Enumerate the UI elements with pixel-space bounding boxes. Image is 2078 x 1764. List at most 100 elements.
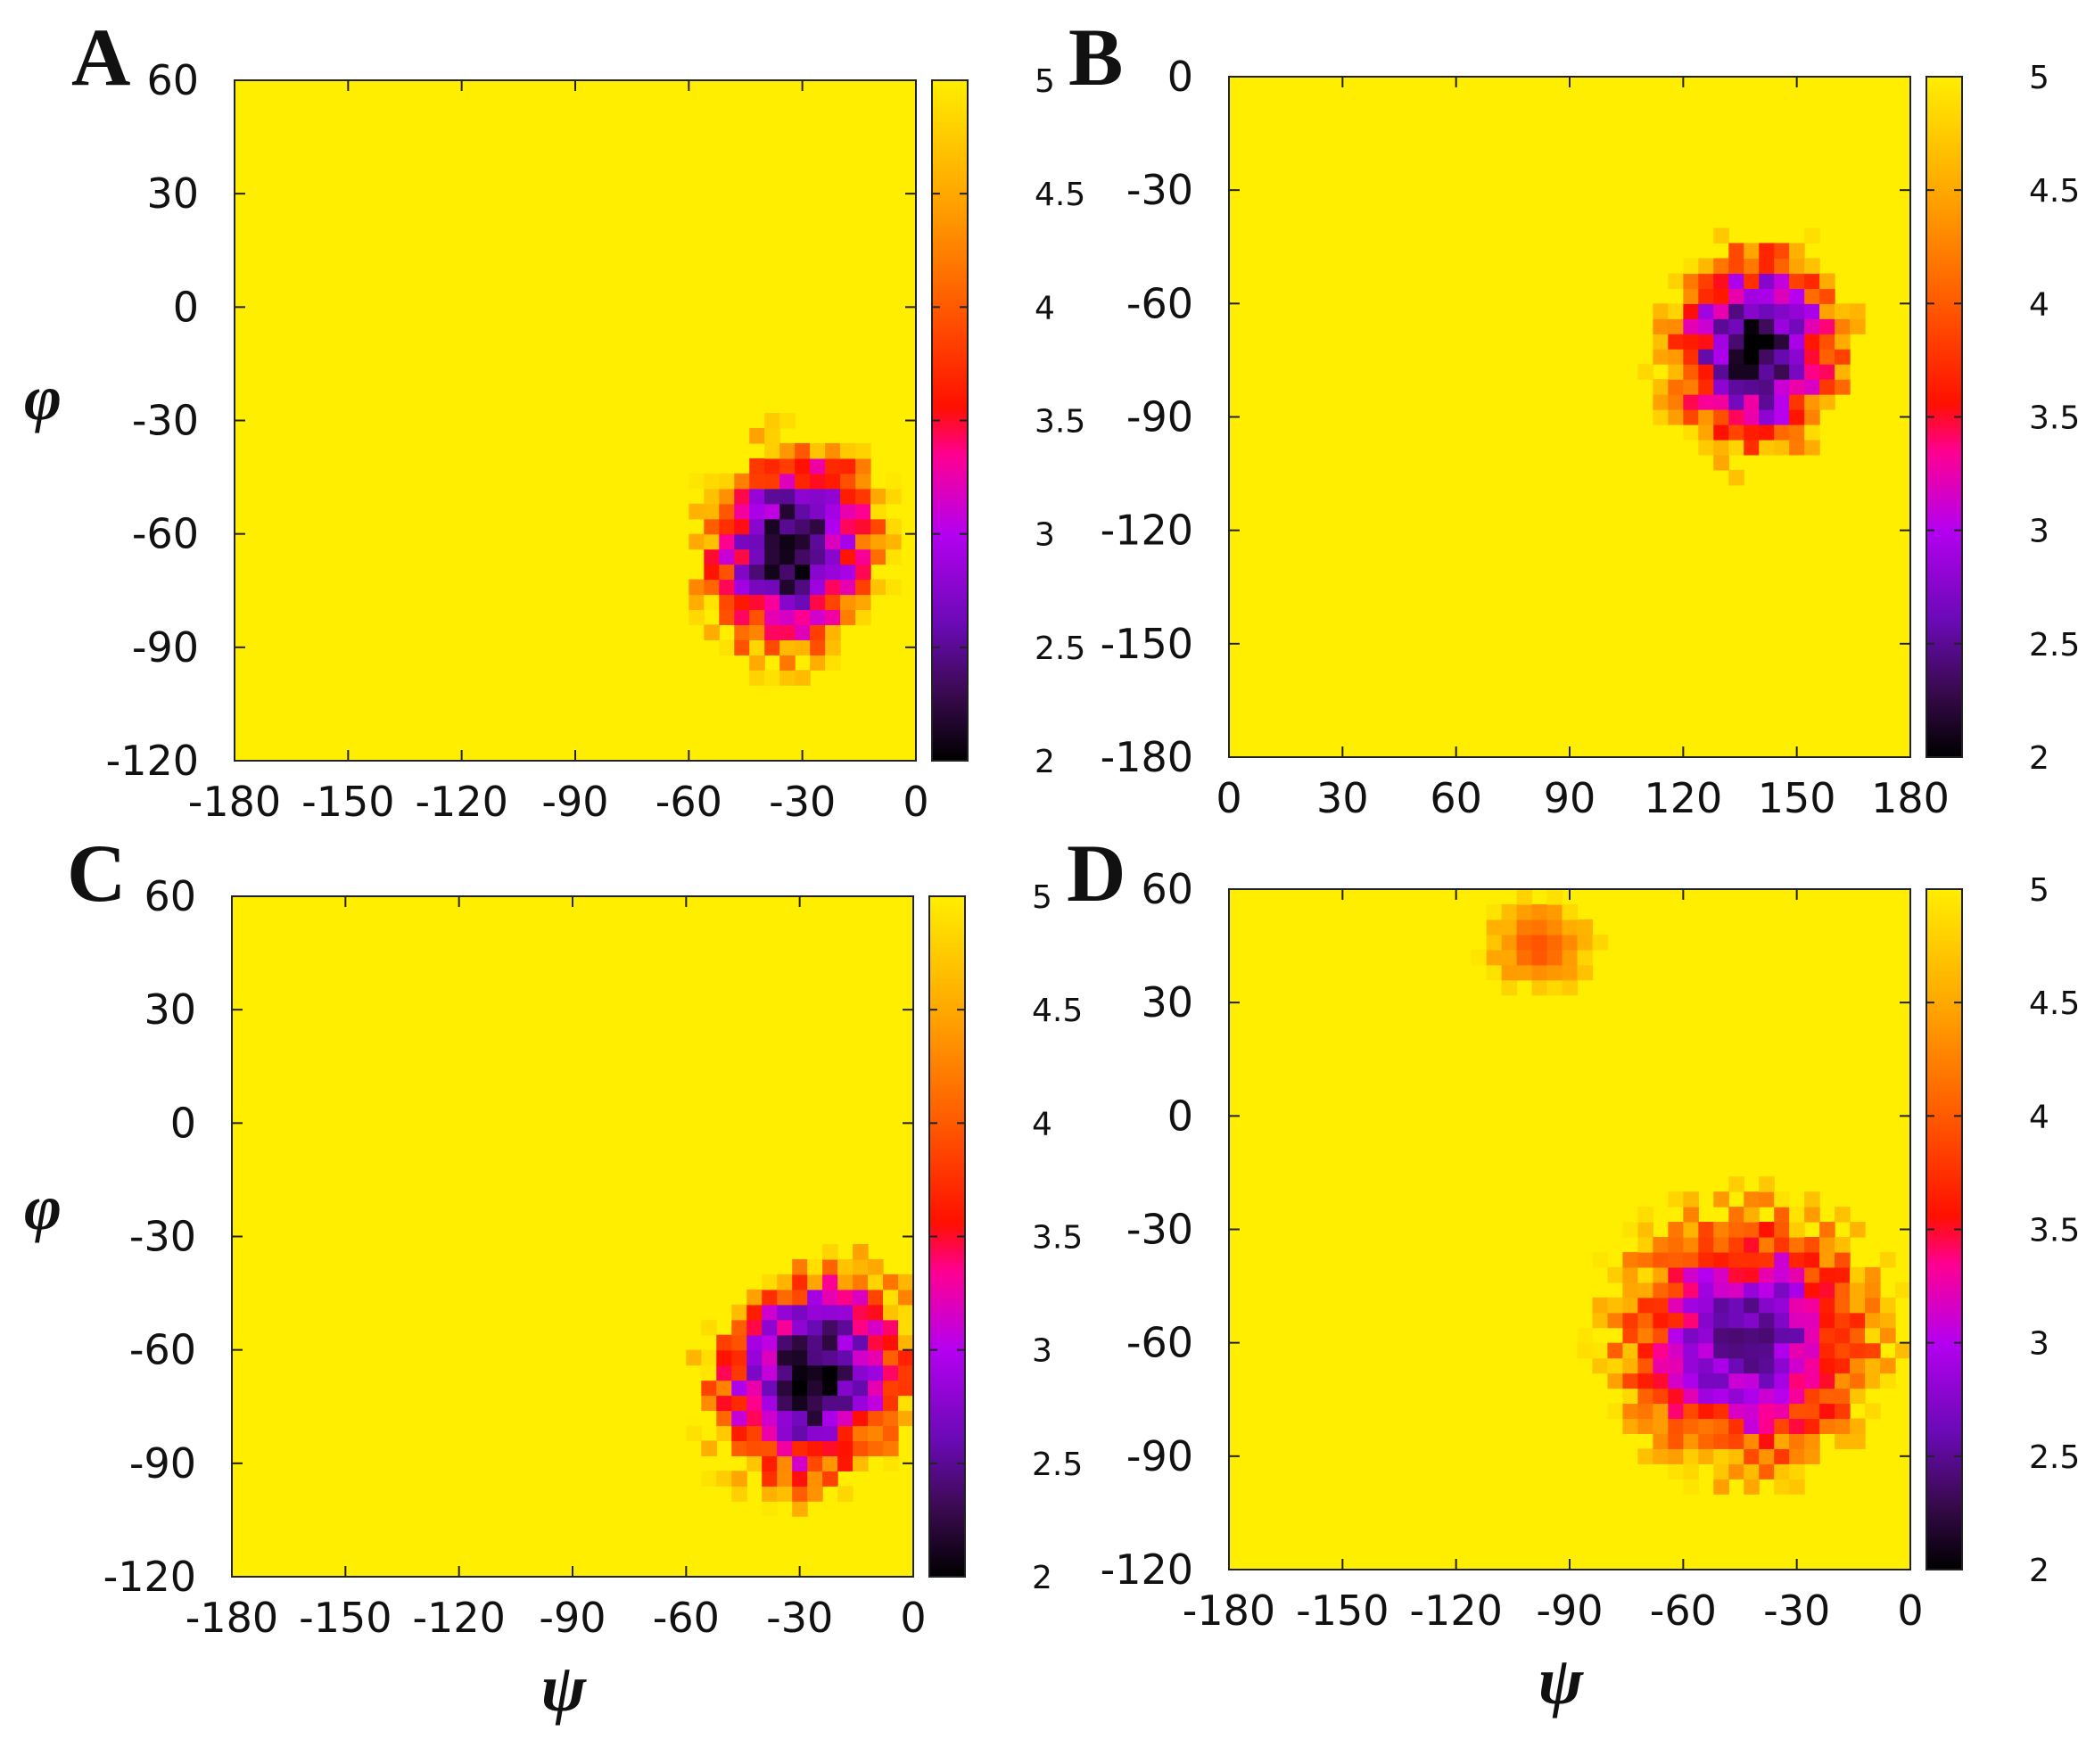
heatmap-cell	[1698, 379, 1714, 395]
heatmap-cell	[1683, 318, 1699, 334]
heatmap-cell	[807, 1304, 823, 1321]
heatmap-cell	[1713, 1372, 1729, 1389]
heatmap-cell	[734, 533, 750, 550]
x-tick-label: -90	[541, 778, 608, 826]
colorbar-tick-label: 5	[2029, 60, 2049, 96]
heatmap-cell	[825, 488, 841, 505]
heatmap-cell	[746, 1364, 763, 1381]
heatmap-cell	[1637, 1312, 1653, 1329]
heatmap-cell	[1668, 1251, 1684, 1268]
heatmap-cell	[1774, 1312, 1790, 1329]
y-tick-label: 0	[1167, 1092, 1193, 1140]
heatmap-cell	[825, 655, 841, 671]
heatmap-cell	[1789, 1418, 1805, 1434]
heatmap-cell	[1789, 379, 1805, 395]
heatmap-cell	[1804, 273, 1820, 289]
heatmap-cell	[1774, 1388, 1790, 1405]
heatmap-cell	[1789, 1388, 1805, 1405]
heatmap-cell	[1774, 1403, 1790, 1420]
heatmap-cell	[1713, 454, 1729, 471]
heatmap-cell	[1789, 1236, 1805, 1253]
heatmap-cell	[795, 579, 811, 596]
heatmap-cell	[1789, 1448, 1805, 1464]
heatmap-cell	[1804, 394, 1820, 410]
heatmap-cell	[1637, 1448, 1653, 1464]
heatmap-cell	[762, 1410, 778, 1427]
heatmap-cell	[1835, 1282, 1851, 1298]
heatmap-cell	[1804, 1448, 1820, 1464]
heatmap-cell	[779, 548, 796, 565]
heatmap-cell	[1774, 273, 1790, 289]
heatmap-cell	[1728, 1222, 1744, 1238]
heatmap-cell	[704, 564, 720, 581]
colorbar-tick-label: 4	[1035, 290, 1055, 326]
colorbar-tick-label: 3.5	[1032, 1220, 1083, 1257]
heatmap-cell	[1653, 1357, 1669, 1374]
heatmap-cell	[1744, 1312, 1760, 1329]
heatmap-cell	[1774, 1433, 1790, 1449]
heatmap-cell	[1835, 1236, 1851, 1253]
heatmap-cell	[1850, 303, 1866, 319]
heatmap-cell	[1728, 1297, 1744, 1314]
heatmap-cell	[792, 1425, 808, 1441]
heatmap-cell	[1668, 349, 1684, 365]
heatmap-cell	[898, 1410, 914, 1427]
heatmap-cell	[1653, 1418, 1669, 1434]
heatmap-cell	[1835, 1327, 1851, 1344]
colorbar-tick-label: 3.5	[1035, 404, 1085, 441]
y-tick-label: -90	[129, 1439, 196, 1488]
heatmap-cell	[777, 1471, 793, 1487]
heatmap-cell	[1880, 1312, 1896, 1329]
heatmap-cell	[1713, 273, 1729, 289]
heatmap-cell	[883, 1425, 899, 1441]
heatmap-cell	[792, 1319, 808, 1336]
heatmap-cell	[1835, 349, 1851, 365]
heatmap-cell	[837, 1440, 853, 1456]
heatmap-cell	[762, 1425, 778, 1441]
heatmap-cell	[855, 533, 871, 550]
heatmap-cell	[1637, 1327, 1653, 1344]
heatmap-cell	[883, 1395, 899, 1412]
heatmap-cell	[855, 548, 871, 565]
heatmap-cell	[1774, 1236, 1790, 1253]
heatmap-cell	[764, 609, 780, 625]
heatmap-cell	[1713, 439, 1729, 456]
heatmap-cell	[1577, 919, 1594, 936]
heatmap-cell	[898, 1364, 914, 1381]
heatmap-cell	[764, 564, 780, 581]
heatmap-cell	[1865, 1282, 1881, 1298]
panel-B: 0 30 60 90 120 150 180 0 -30 -60 -90 -120 -150 -180 5 4…	[1068, 12, 2078, 822]
heatmap-cell	[1744, 1251, 1760, 1268]
heatmap-cell	[764, 624, 780, 640]
heatmap-cell	[1607, 1372, 1624, 1389]
heatmap-cell	[1653, 1312, 1669, 1329]
heatmap-cell	[1835, 1251, 1851, 1268]
heatmap-cell	[746, 1440, 763, 1456]
heatmap-cell	[853, 1440, 869, 1456]
heatmap-cell	[1744, 273, 1760, 289]
heatmap-cell	[1789, 258, 1805, 275]
heatmap-cell	[1865, 1266, 1881, 1283]
heatmap-cell	[719, 503, 735, 520]
heatmap-cell	[764, 670, 780, 686]
heatmap-cell	[1592, 1297, 1609, 1314]
heatmap-cell	[704, 548, 720, 565]
heatmap-cell	[870, 579, 886, 596]
heatmap-cell	[1713, 1342, 1729, 1359]
heatmap-cell	[1819, 364, 1835, 380]
heatmap-cell	[837, 1486, 853, 1502]
heatmap-cell	[1501, 903, 1518, 920]
heatmap-cell	[749, 457, 765, 474]
heatmap-cell	[1804, 1357, 1820, 1374]
heatmap-cell	[792, 1410, 808, 1427]
heatmap-cell	[1516, 919, 1533, 936]
x-tick-label: 0	[903, 778, 928, 826]
heatmap-cell	[779, 579, 796, 596]
heatmap-cell	[1774, 288, 1790, 304]
heatmap-cell	[825, 533, 841, 550]
heatmap-cell	[1865, 1327, 1881, 1344]
heatmap-cell	[822, 1349, 838, 1366]
heatmap-cell	[1865, 1342, 1881, 1359]
heatmap-cell	[840, 564, 856, 581]
heatmap-cell	[1546, 919, 1563, 936]
